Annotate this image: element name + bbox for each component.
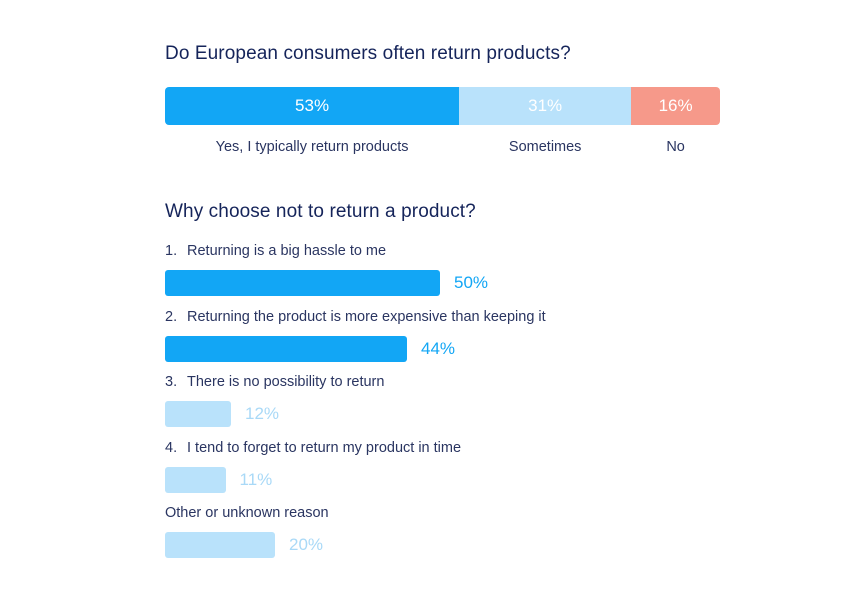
chart-title-reasons-not-returning: Why choose not to return a product? [165, 201, 476, 222]
reason-label: 1. Returning is a big hassle to me [165, 243, 386, 259]
stacked-bar-category-label: Sometimes [508, 139, 582, 155]
stacked-bar-segment-3: 16% [631, 87, 720, 125]
reason-bar [165, 335, 407, 362]
stacked-bar-value-label: 16% [658, 96, 693, 115]
reason-value-label: 20% [289, 535, 324, 554]
reason-label: 4. I tend to forget to return my product … [165, 440, 461, 456]
stacked-bar-value-label: 31% [528, 96, 563, 115]
reason-bar [165, 466, 226, 493]
reason-text: Other or unknown reason [165, 505, 329, 521]
stacked-bar-category-label: No [666, 139, 685, 155]
reason-text: I tend to forget to return my product in… [187, 439, 462, 456]
chart-title-returns-frequency: Do European consumers often return produ… [165, 43, 571, 64]
reason-label: 2. Returning the product is more expensiv… [165, 309, 546, 325]
reason-text: Returning the product is more expensive … [187, 308, 546, 325]
reason-value-label: 44% [421, 338, 456, 358]
reason-value-label: 11% [239, 469, 273, 489]
reason-bar [165, 401, 231, 427]
reason-label: Other or unknown reason [165, 505, 329, 521]
stacked-bar-segment-2: 31% [459, 87, 632, 125]
stacked-bar-value-label: 53% [295, 96, 330, 115]
reason-number: 1. [165, 243, 178, 259]
reason-value-label: 50% [454, 273, 489, 292]
reason-number: 3. [165, 374, 178, 390]
reason-text: There is no possibility to return [187, 374, 385, 390]
reason-label: 3. There is no possibility to return [165, 374, 384, 390]
stacked-bar-segment-1: 53% [165, 87, 460, 125]
reason-number: 4. [165, 439, 178, 456]
reason-bar [165, 270, 440, 296]
reason-text: Returning is a big hassle to me [187, 243, 387, 259]
reason-value-label: 12% [245, 404, 280, 423]
stacked-bar: 53% 31% 16% [165, 87, 720, 125]
stacked-bar-category-label: Yes, I typically return products [215, 139, 409, 155]
reason-bar [165, 532, 275, 558]
reason-number: 2. [165, 308, 178, 325]
